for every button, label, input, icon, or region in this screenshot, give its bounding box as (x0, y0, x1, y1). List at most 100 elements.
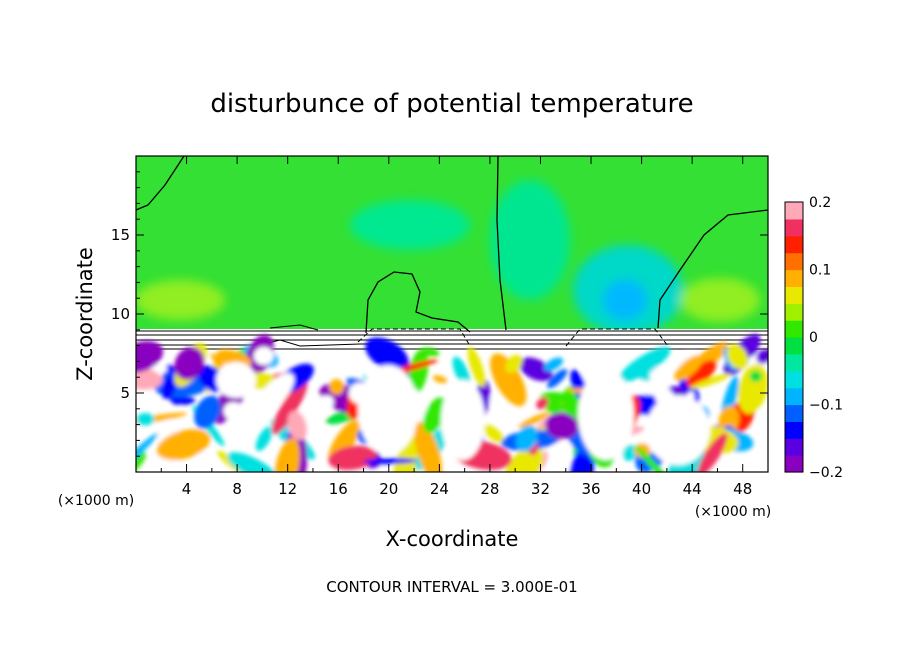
turbulent-eddy (518, 357, 553, 382)
turbulent-eddy (756, 407, 768, 427)
turbulent-eddy (136, 341, 164, 373)
turbulent-eddy (227, 452, 280, 472)
x-tick-label: 8 (232, 480, 242, 498)
colorbar-swatch (785, 353, 803, 372)
colorbar-swatch (785, 218, 803, 237)
turbulent-eddy (756, 349, 768, 364)
turbulent-eddy (536, 397, 549, 410)
anomaly-low-4 (350, 200, 470, 250)
y-tick-label: 5 (120, 384, 130, 402)
turbulent-eddy (635, 445, 675, 472)
colorbar-swatch (785, 438, 803, 456)
colorbar-label: −0.2 (809, 465, 843, 481)
y-tick-label: 15 (111, 226, 130, 244)
turbulent-eddy (544, 357, 564, 372)
turbulent-eddy (156, 429, 211, 461)
turbulent-eddy (161, 373, 178, 399)
turbulent-eddy (196, 451, 216, 472)
x-axis-ticks: 4 8 12 16 20 24 28 32 36 40 44 48 (160, 156, 752, 498)
colorbar-swatch (785, 337, 803, 355)
turbulent-eddy (136, 367, 163, 390)
turbulent-eddy (215, 349, 252, 368)
anomaly-warm-1 (136, 280, 225, 320)
colorbar-swatch (785, 202, 803, 220)
turbulent-eddy (718, 406, 740, 435)
contour-lines (136, 156, 768, 334)
turbulent-eddy (518, 412, 551, 429)
turbulent-eddy (467, 346, 486, 388)
x-tick-label: 40 (632, 480, 651, 498)
colorbar-swatch (785, 370, 803, 389)
turbulent-eddy (414, 421, 443, 472)
colorbar-frame (784, 201, 804, 473)
turbulent-eddy (273, 437, 300, 472)
x-tick-label: 44 (683, 480, 702, 498)
plot-area (136, 156, 768, 472)
turbulent-eddy (686, 360, 717, 388)
colorbar-swatch (785, 269, 803, 287)
turbulent-eddy (194, 395, 221, 429)
turbulent-eddy (452, 356, 471, 388)
turbulent-eddy (432, 375, 448, 384)
calm-region (578, 370, 634, 460)
contour-interval-note: CONTOUR INTERVAL = 3.000E-01 (326, 578, 577, 596)
calm-region (646, 395, 710, 465)
chart-title: disturbunce of potential temperature (210, 89, 693, 119)
x-tick-label: 28 (480, 480, 499, 498)
turbulent-eddy (490, 353, 527, 407)
turbulent-eddy (689, 373, 731, 390)
colorbar: 0.2 0.1 0 −0.1 −0.2 (784, 195, 843, 481)
colorbar-gradient (785, 202, 803, 473)
turbulent-eddy (490, 361, 504, 382)
x-tick-label: 16 (329, 480, 348, 498)
calm-region (358, 365, 418, 455)
y-axis-ticks: 5 10 15 (111, 171, 768, 457)
turbulent-eddy (136, 432, 159, 472)
y-axis-label: Z-coordinate (73, 247, 97, 381)
anomaly-warm-2 (680, 278, 760, 322)
turbulent-eddy (329, 378, 345, 395)
x-unit-label-right: (×1000 m) (695, 504, 771, 520)
calm-region (441, 380, 485, 460)
turbulent-eddy (515, 425, 538, 452)
turbulent-eddy (622, 444, 637, 461)
y-tick-label: 10 (111, 305, 130, 323)
colorbar-swatch (785, 404, 803, 422)
colorbar-swatch (785, 387, 803, 406)
anomaly-low-2 (603, 280, 647, 320)
x-axis-label: X-coordinate (386, 527, 519, 551)
x-tick-label: 36 (581, 480, 600, 498)
turbulent-eddy (271, 379, 308, 435)
turbulent-eddy (504, 445, 544, 472)
turbulent-eddy (632, 363, 655, 382)
turbulent-eddy (151, 363, 168, 373)
turbulent-eddy (287, 410, 307, 441)
turbulent-eddy (726, 344, 748, 370)
turbulent-eddy (674, 355, 703, 381)
colorbar-label: −0.1 (809, 398, 843, 414)
turbulent-eddy (547, 369, 568, 389)
colorbar-label: 0.2 (809, 195, 831, 211)
colorbar-swatch (785, 286, 803, 304)
turbulent-eddy (697, 433, 728, 472)
x-tick-label: 4 (182, 480, 192, 498)
turbulent-eddy (482, 424, 505, 443)
turbulent-eddy (175, 396, 196, 405)
colorbar-swatch (785, 455, 803, 473)
turbulent-eddy (421, 347, 440, 357)
turbulent-eddy (618, 347, 671, 383)
colorbar-swatch (785, 235, 803, 254)
turbulent-eddy (408, 349, 429, 395)
x-tick-label: 20 (379, 480, 398, 498)
colorbar-label: 0.1 (809, 263, 831, 279)
turbulent-eddy (311, 421, 329, 442)
turbulent-eddy (223, 402, 245, 422)
turbulent-eddy (251, 373, 295, 418)
turbulent-eddy (174, 347, 205, 381)
turbulent-layer (136, 334, 768, 472)
turbulent-eddy (548, 442, 572, 456)
turbulent-eddy (253, 346, 274, 366)
colorbar-swatch (785, 303, 803, 321)
turbulent-eddy (545, 412, 579, 440)
